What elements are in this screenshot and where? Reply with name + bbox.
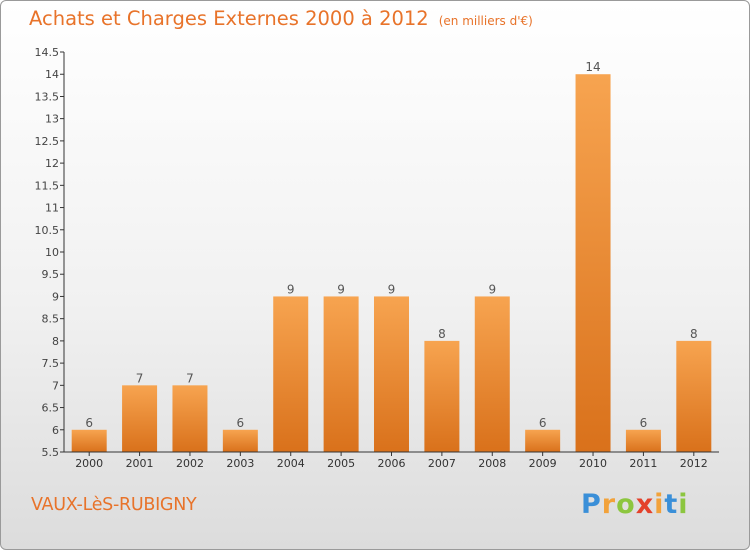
data-label: 8	[690, 327, 698, 341]
x-tick-label: 2004	[277, 457, 305, 470]
logo-letter: i	[654, 489, 665, 520]
y-tick-label: 13.5	[35, 90, 60, 103]
y-tick-label: 6	[52, 424, 59, 437]
logo-letter: t	[664, 489, 679, 520]
data-label: 9	[337, 282, 345, 296]
data-label: 6	[539, 416, 547, 430]
bar	[625, 429, 661, 452]
logo-letter: i	[678, 489, 689, 520]
x-axis: 2000 2001 2002 2003 2004 2005 2006 2007 2008 2009…	[64, 451, 719, 470]
y-tick-label: 12	[45, 157, 59, 170]
proxiti-logo: Proxiti	[581, 489, 689, 520]
y-tick-label: 8	[52, 335, 59, 348]
x-tick-label: 2000	[75, 457, 103, 470]
x-tick-label: 2009	[529, 457, 557, 470]
x-tick-label: 2008	[478, 457, 506, 470]
y-tick-label: 7.5	[42, 357, 60, 370]
data-label: 6	[85, 416, 93, 430]
bar	[122, 385, 158, 452]
x-tick-label: 2010	[579, 457, 607, 470]
data-label: 7	[186, 371, 194, 385]
logo-letter: r	[601, 489, 617, 520]
y-tick-label: 5.5	[42, 446, 60, 459]
y-tick-label: 8.5	[42, 313, 60, 326]
logo-letter: P	[581, 489, 602, 520]
y-tick-label: 11	[45, 202, 59, 215]
y-tick-label: 7	[52, 379, 59, 392]
y-axis: 5.5 6 6.5 7 7.5 8 8.5 9 9.5 10 10.5 11 11.5 12 12.5 13 1…	[35, 46, 65, 459]
bar	[374, 296, 409, 452]
commune-name: VAUX-LèS-RUBIGNY	[31, 495, 197, 515]
x-tick-label: 2001	[126, 457, 154, 470]
chart-unit: (en milliers d'€)	[438, 14, 533, 28]
chart-title: Achats et Charges Externes 2000 à 2012 (e…	[29, 7, 533, 30]
bar	[222, 429, 258, 452]
x-tick-label: 2002	[176, 457, 204, 470]
data-label: 6	[640, 416, 648, 430]
logo-letter: o	[616, 489, 636, 520]
bar	[525, 429, 561, 452]
bar	[273, 296, 309, 452]
bar	[323, 296, 359, 452]
data-label: 6	[237, 416, 245, 430]
x-tick-label: 2012	[680, 457, 708, 470]
data-label: 9	[287, 282, 295, 296]
y-tick-label: 9.5	[42, 268, 60, 281]
bar	[424, 340, 460, 452]
bars: 6 7 7 6 9 9 9 8 9 6 14 6 8	[71, 60, 712, 452]
bar	[676, 340, 712, 452]
bar	[172, 385, 208, 452]
x-tick-label: 2011	[629, 457, 657, 470]
x-tick-label: 2007	[428, 457, 456, 470]
logo-letter: x	[635, 489, 655, 520]
y-tick-label: 14	[45, 68, 59, 81]
y-tick-label: 10	[45, 246, 59, 259]
data-label: 7	[136, 371, 144, 385]
data-label: 9	[388, 282, 396, 296]
y-tick-label: 14.5	[35, 46, 60, 59]
bar	[575, 74, 611, 452]
bar	[474, 296, 510, 452]
y-tick-label: 6.5	[42, 402, 60, 415]
y-tick-label: 13	[45, 113, 59, 126]
y-tick-label: 10.5	[35, 224, 60, 237]
x-tick-label: 2006	[378, 457, 406, 470]
data-label: 8	[438, 327, 446, 341]
y-tick-label: 11.5	[35, 179, 60, 192]
y-tick-label: 9	[52, 290, 59, 303]
x-tick-label: 2003	[226, 457, 254, 470]
x-tick-label: 2005	[327, 457, 355, 470]
data-label: 9	[488, 282, 496, 296]
chart-title-text: Achats et Charges Externes 2000 à 2012	[29, 7, 429, 30]
y-tick-label: 12.5	[35, 135, 60, 148]
data-label: 14	[585, 60, 600, 74]
bar	[71, 429, 107, 452]
